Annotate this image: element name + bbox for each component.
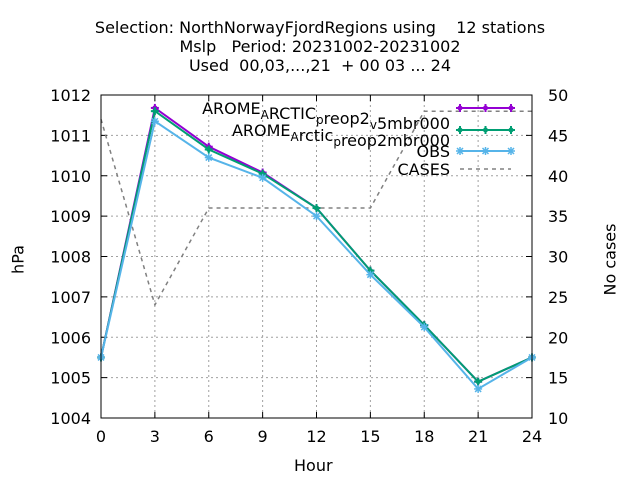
legend-label-part: RCTIC <box>269 104 316 123</box>
marker-dot <box>457 105 463 111</box>
x-axis-label: Hour <box>294 456 333 475</box>
legend-label-part: OBS <box>417 142 450 161</box>
data-point <box>456 126 464 134</box>
y-axis-label: hPa <box>8 245 28 274</box>
legend-label: AROMEARCTICpreop2v5mbr000 <box>202 99 450 133</box>
legend-label-part: AROME <box>232 121 291 140</box>
y-tick-label: 1011 <box>50 126 91 145</box>
y-tick-label: 1005 <box>50 369 91 388</box>
legend-label-part: rctic <box>299 126 334 145</box>
x-tick-label: 9 <box>258 427 268 446</box>
legend-label-part: A <box>291 130 300 144</box>
marker-star-d2 <box>151 117 159 125</box>
marker-star-d2 <box>420 323 428 331</box>
marker-dot <box>483 127 488 133</box>
data-point <box>481 104 490 112</box>
data-point <box>481 126 490 134</box>
legend-label: AROMEArcticpreop2mbr000 <box>232 121 450 150</box>
data-point <box>258 173 267 182</box>
axis-ticks: 0 3 6 9 12 15 18 21 24 1004 1005 1006 1007 1008 1009 10… <box>50 86 568 446</box>
legend-label: CASES <box>397 160 450 179</box>
marker-star-d2 <box>481 147 490 155</box>
marker-star-d2 <box>205 154 213 162</box>
x-tick-label: 3 <box>150 427 160 446</box>
legend-label-part: p <box>316 113 324 127</box>
data-point <box>150 117 159 126</box>
marker-dot <box>457 127 463 133</box>
y2-tick-label: 15 <box>548 369 568 388</box>
y2-tick-label: 25 <box>548 288 568 307</box>
plot-frame <box>100 94 533 419</box>
marker-dot <box>152 108 158 114</box>
legend-label: OBS <box>417 142 450 161</box>
legend-label-part: CASES <box>397 160 450 179</box>
data-point <box>312 212 321 221</box>
legend-label-part: reop2 <box>324 109 370 128</box>
y-tick-label: 1007 <box>50 288 91 307</box>
y-tick-label: 1009 <box>50 207 91 226</box>
y-tick-label: 1006 <box>50 328 91 347</box>
legend-label-part: A <box>261 108 270 122</box>
marker-dot <box>508 127 514 133</box>
x-tick-label: 18 <box>414 427 434 446</box>
marker-dot <box>206 147 212 153</box>
marker-star-d2 <box>366 271 374 279</box>
data-point <box>456 104 464 112</box>
marker-dot <box>314 205 319 211</box>
x-tick-label: 15 <box>360 427 380 446</box>
y-tick-label: 1012 <box>50 86 91 105</box>
data-point <box>204 145 213 154</box>
y2-tick-label: 30 <box>548 248 568 267</box>
data-point <box>312 204 321 213</box>
marker-star-d2 <box>312 212 321 220</box>
y-tick-label: 1008 <box>50 248 91 267</box>
y-tick-label: 1004 <box>50 409 91 428</box>
marker-dot <box>508 105 514 111</box>
legend-label-part: reop2mbr000 <box>341 131 450 150</box>
marker-star-d2 <box>507 147 515 155</box>
data-point <box>507 104 515 112</box>
marker-dot <box>475 379 481 385</box>
legend: AROMEARCTICpreop2v5mbr000AROMEArcticpreo… <box>202 99 515 179</box>
chart-title-line-1: Selection: NorthNorwayFjordRegions using… <box>94 18 546 37</box>
chart-title-line-3: Used 00,03,...,21 + 00 03 ... 24 <box>188 56 452 75</box>
data-point <box>481 147 490 155</box>
marker-star-d2 <box>474 385 482 393</box>
y2-axis-label: No cases <box>600 223 620 296</box>
data-point <box>456 147 464 155</box>
data-point <box>366 270 375 279</box>
x-tick-label: 24 <box>522 427 542 446</box>
data-point <box>474 377 483 386</box>
y2-tick-label: 40 <box>548 167 568 186</box>
data-point <box>507 147 515 155</box>
legend-label-part: AROME <box>202 99 261 118</box>
marker-dot <box>260 171 266 177</box>
y2-tick-label: 10 <box>548 409 568 428</box>
y2-tick-label: 35 <box>548 207 568 226</box>
data-point <box>474 384 483 393</box>
marker-star-d2 <box>456 147 464 155</box>
y2-tick-label: 20 <box>548 328 568 347</box>
x-tick-label: 0 <box>96 427 106 446</box>
x-tick-label: 6 <box>204 427 214 446</box>
y-tick-label: 1010 <box>50 167 91 186</box>
chart-title-line-2: Mslp Period: 20231002-20231002 <box>179 37 461 56</box>
legend-label-part: 5mbr000 <box>377 114 450 133</box>
legend-label-part: p <box>333 135 341 149</box>
marker-dot <box>483 105 488 111</box>
y2-tick-label: 45 <box>548 126 568 145</box>
y2-tick-label: 50 <box>548 86 568 105</box>
data-point <box>507 126 515 134</box>
series-group <box>97 103 536 393</box>
x-tick-label: 12 <box>306 427 326 446</box>
x-tick-label: 21 <box>468 427 488 446</box>
marker-star-d2 <box>259 174 267 182</box>
data-point <box>150 107 159 116</box>
data-point <box>420 323 429 332</box>
data-point <box>204 153 213 162</box>
legend-label-part: v <box>370 118 377 132</box>
